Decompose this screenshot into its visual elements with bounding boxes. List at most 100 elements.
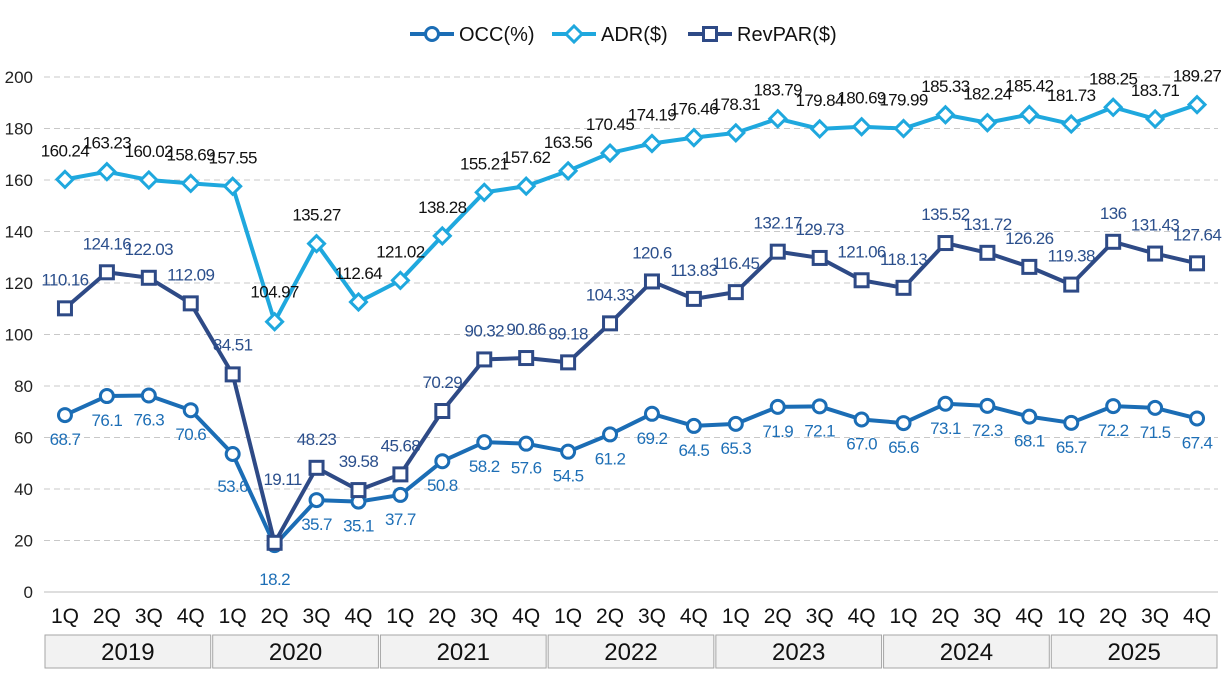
data-label: 181.73 — [1047, 86, 1096, 105]
data-label: 120.6 — [632, 243, 672, 262]
data-point — [557, 160, 579, 181]
data-point — [1189, 255, 1206, 272]
data-point — [308, 459, 325, 476]
x-tick-label: 4Q — [680, 605, 708, 628]
data-point — [1019, 104, 1040, 125]
data-point — [1063, 414, 1080, 431]
y-tick-label: 200 — [5, 68, 33, 87]
x-tick-label: 1Q — [51, 605, 79, 628]
y-tick-label: 20 — [14, 532, 33, 551]
data-label: 67.4 — [1182, 433, 1213, 452]
data-point — [308, 492, 325, 509]
data-label: 118.13 — [880, 250, 927, 269]
data-point — [264, 311, 285, 332]
data-point — [853, 272, 870, 289]
series-line — [63, 239, 1198, 545]
data-point — [182, 295, 199, 312]
data-label: 65.3 — [720, 439, 751, 458]
data-label: 131.43 — [1131, 216, 1180, 235]
data-label: 69.2 — [637, 429, 668, 448]
data-point — [182, 402, 199, 419]
x-tick-label: 1Q — [386, 605, 414, 628]
data-label: 121.06 — [837, 242, 886, 261]
data-label: 89.18 — [548, 324, 588, 343]
data-label: 76.1 — [92, 411, 123, 430]
data-point — [937, 235, 954, 252]
y-tick-label: 160 — [5, 171, 33, 190]
data-label: 126.26 — [1005, 229, 1054, 248]
data-label: 183.79 — [754, 81, 803, 100]
data-point — [392, 486, 409, 503]
data-point — [96, 161, 118, 182]
data-point — [937, 395, 954, 412]
data-point — [893, 118, 914, 139]
x-tick-label: 1Q — [1057, 605, 1085, 628]
data-label: 45.68 — [381, 436, 421, 455]
year-box — [379, 634, 547, 669]
data-label: 58.2 — [469, 457, 500, 476]
data-point — [516, 176, 537, 197]
data-label: 176.46 — [670, 100, 719, 119]
year-box — [715, 634, 883, 669]
data-point — [348, 291, 369, 313]
year-box — [883, 634, 1050, 669]
data-label: 70.29 — [423, 373, 463, 392]
data-point — [1147, 399, 1164, 416]
data-point — [390, 270, 411, 291]
x-tick-label: 3Q — [638, 605, 666, 628]
data-point — [727, 415, 744, 432]
data-point — [602, 315, 619, 332]
legend-label: ADR($) — [601, 24, 668, 46]
data-label: 178.31 — [712, 95, 761, 114]
data-point — [1021, 408, 1038, 425]
series-layer — [54, 94, 1208, 554]
data-point — [811, 249, 828, 266]
data-point — [767, 108, 788, 129]
data-point — [1063, 276, 1080, 293]
data-label: 50.8 — [427, 476, 458, 495]
legend-label: OCC(%) — [459, 24, 535, 46]
data-label: 112.09 — [167, 265, 214, 284]
data-label: 170.45 — [586, 115, 635, 134]
y-tick-label: 100 — [5, 326, 33, 345]
data-label: 57.6 — [511, 459, 542, 478]
data-point — [434, 453, 451, 470]
data-point — [683, 127, 705, 148]
data-point — [1105, 398, 1122, 415]
data-point — [180, 173, 201, 194]
data-label: 70.6 — [175, 425, 206, 444]
data-label: 65.6 — [888, 438, 919, 457]
data-label: 67.0 — [846, 434, 877, 453]
data-label: 48.23 — [297, 430, 337, 449]
legend-item: RevPAR($) — [688, 24, 837, 46]
data-point — [643, 273, 660, 290]
data-point — [140, 269, 157, 286]
data-label: 188.25 — [1089, 69, 1138, 88]
x-tick-label: 4Q — [344, 605, 372, 628]
data-point — [1105, 233, 1122, 250]
data-point — [809, 118, 830, 140]
year-label: 2025 — [1107, 639, 1160, 666]
legend-item: OCC(%) — [410, 24, 535, 46]
y-tick-label: 120 — [5, 274, 33, 293]
data-point — [474, 182, 495, 203]
data-label: 110.16 — [41, 270, 88, 289]
data-point — [685, 290, 702, 307]
x-tick-label: 1Q — [722, 605, 750, 628]
data-label: 53.6 — [217, 477, 248, 496]
data-label: 135.52 — [921, 205, 970, 224]
year-label: 2020 — [269, 639, 322, 666]
data-point — [56, 300, 73, 317]
data-point — [476, 434, 493, 451]
data-point — [725, 122, 746, 143]
data-point — [350, 482, 367, 499]
year-label: 2023 — [772, 639, 825, 666]
data-point — [851, 116, 872, 137]
series-square — [56, 233, 1206, 551]
x-tick-label: 1Q — [554, 605, 582, 628]
data-label: 160.24 — [41, 141, 90, 160]
data-label: 163.23 — [83, 134, 132, 153]
y-tick-label: 40 — [14, 480, 33, 499]
data-point — [560, 443, 577, 460]
data-point — [853, 411, 870, 428]
